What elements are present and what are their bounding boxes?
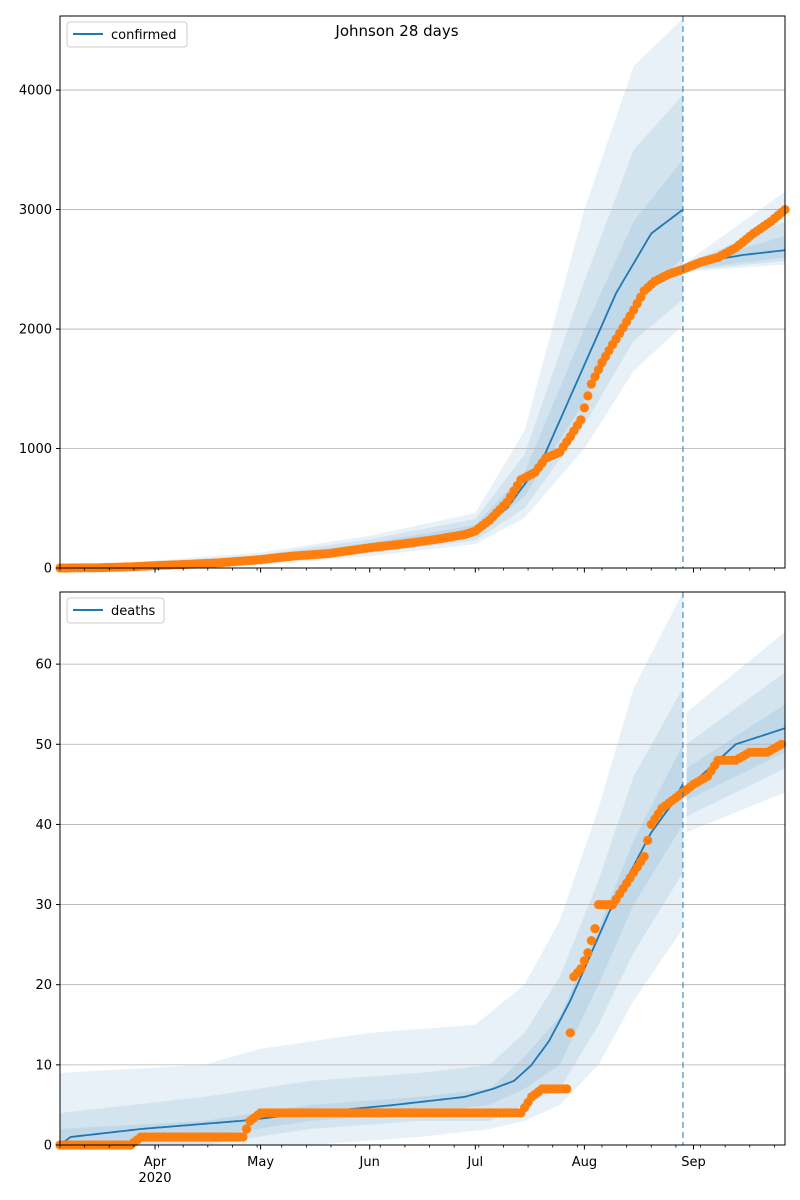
confirmed-observed-point xyxy=(579,403,590,413)
confirmed-legend: confirmed xyxy=(66,21,188,48)
confirmed-ytick-label: 3000 xyxy=(19,203,52,218)
confirmed-ytick-label: 2000 xyxy=(19,323,52,338)
deaths-xtick-label: Sep xyxy=(681,1155,706,1170)
confirmed-gridlines xyxy=(60,89,785,449)
confirmed-axes-frame xyxy=(59,15,786,569)
confirmed-ytick-label: 0 xyxy=(44,562,52,577)
deaths-xtick-label: Jun xyxy=(359,1155,380,1170)
deaths-gridlines xyxy=(60,663,785,1066)
deaths-ytick-label: 20 xyxy=(35,978,52,993)
confirmed-observed-point xyxy=(576,415,586,425)
deaths-ytick-label: 10 xyxy=(35,1058,52,1073)
deaths-median-line-0 xyxy=(59,783,684,1146)
deaths-observed-point xyxy=(565,1028,575,1038)
deaths-xtick-label: Aug xyxy=(572,1155,597,1170)
confirmed-legend-box xyxy=(66,21,188,48)
confirmed-y-axis: 0 1000 2000 3000 4000 xyxy=(19,84,60,577)
confirmed-panel: 0 1000 2000 3000 4000 confirmed xyxy=(19,15,790,577)
deaths-observed-point xyxy=(238,1132,248,1142)
deaths-ytick-label: 40 xyxy=(35,818,52,833)
deaths-ytick-label: 0 xyxy=(44,1139,52,1154)
deaths-legend-box xyxy=(66,597,165,624)
confirmed-band-middle-0 xyxy=(60,94,683,569)
deaths-ytick-label: 30 xyxy=(35,898,52,913)
deaths-legend: deaths xyxy=(66,597,165,624)
deaths-observed-point xyxy=(562,1084,572,1094)
deaths-axes-frame xyxy=(59,591,786,1146)
deaths-xtick-label: May xyxy=(247,1155,274,1170)
deaths-band-middle-0 xyxy=(60,688,683,1145)
deaths-year-label: 2020 xyxy=(138,1171,171,1186)
confirmed-observed-points xyxy=(55,205,790,573)
deaths-observed-point xyxy=(639,851,649,862)
figure-title: Johnson 28 days xyxy=(334,22,458,40)
confirmed-band-outer-0 xyxy=(60,18,683,568)
confirmed-observed-point xyxy=(583,391,593,401)
deaths-observed-point xyxy=(579,956,590,966)
deaths-xtick-label: Apr xyxy=(144,1155,167,1170)
confirmed-legend-label: confirmed xyxy=(111,28,177,43)
confirmed-observed-point xyxy=(590,372,600,382)
deaths-observed-point xyxy=(583,948,593,958)
confirmed-ytick-label: 1000 xyxy=(19,442,52,457)
deaths-observed-point xyxy=(241,1124,252,1134)
confirmed-band-outer-1 xyxy=(686,191,785,272)
deaths-observed-point xyxy=(776,739,787,749)
confirmed-observed-point xyxy=(586,379,597,389)
deaths-band-outer-0 xyxy=(60,592,683,1145)
deaths-observed-point xyxy=(576,964,586,974)
deaths-band-outer-1 xyxy=(686,632,785,833)
deaths-ytick-label: 50 xyxy=(35,738,52,753)
deaths-xtick-label: Jul xyxy=(466,1155,483,1170)
deaths-ytick-label: 60 xyxy=(35,658,52,673)
confirmed-observed-point xyxy=(593,365,604,375)
deaths-observed-point xyxy=(590,924,600,934)
deaths-y-axis: 0 10 20 30 40 50 60 xyxy=(35,658,60,1154)
deaths-legend-label: deaths xyxy=(111,604,156,619)
confirmed-ytick-label: 4000 xyxy=(19,84,52,99)
deaths-observed-point xyxy=(586,936,597,946)
deaths-observed-point xyxy=(643,835,653,846)
